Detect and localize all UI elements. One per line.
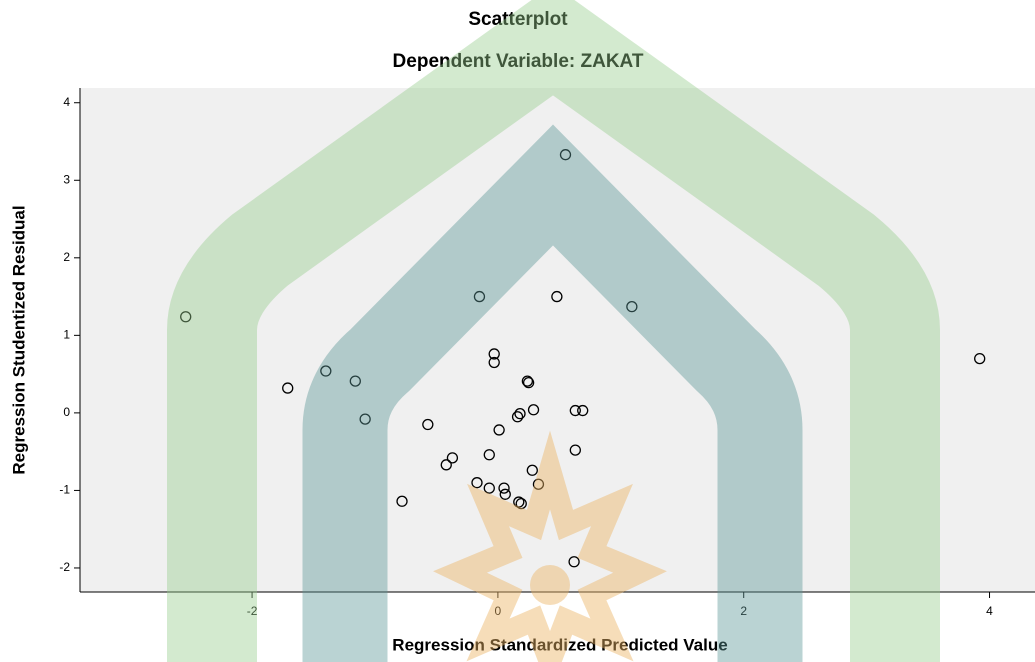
x-tick-label: 4	[986, 604, 993, 618]
x-tick-label: -2	[247, 604, 258, 618]
y-tick-label: 3	[63, 172, 70, 186]
y-tick-label: 0	[63, 405, 70, 419]
y-tick-label: 4	[63, 95, 70, 109]
chart-subtitle: Dependent Variable: ZAKAT	[393, 51, 644, 72]
chart: Scatterplot Dependent Variable: ZAKAT Re…	[0, 0, 1035, 662]
x-tick-label: 2	[740, 604, 747, 618]
y-tick-label: -1	[59, 483, 70, 497]
plot-area	[80, 88, 1035, 592]
x-axis-label: Regression Standardized Predicted Value	[392, 635, 727, 654]
y-tick-label: 2	[63, 250, 70, 264]
x-tick-label: 0	[495, 604, 502, 618]
chart-title: Scatterplot	[468, 9, 568, 30]
y-tick-label: 1	[63, 328, 70, 342]
y-axis-label: Regression Studentized Residual	[9, 205, 28, 474]
y-tick-label: -2	[59, 560, 70, 574]
